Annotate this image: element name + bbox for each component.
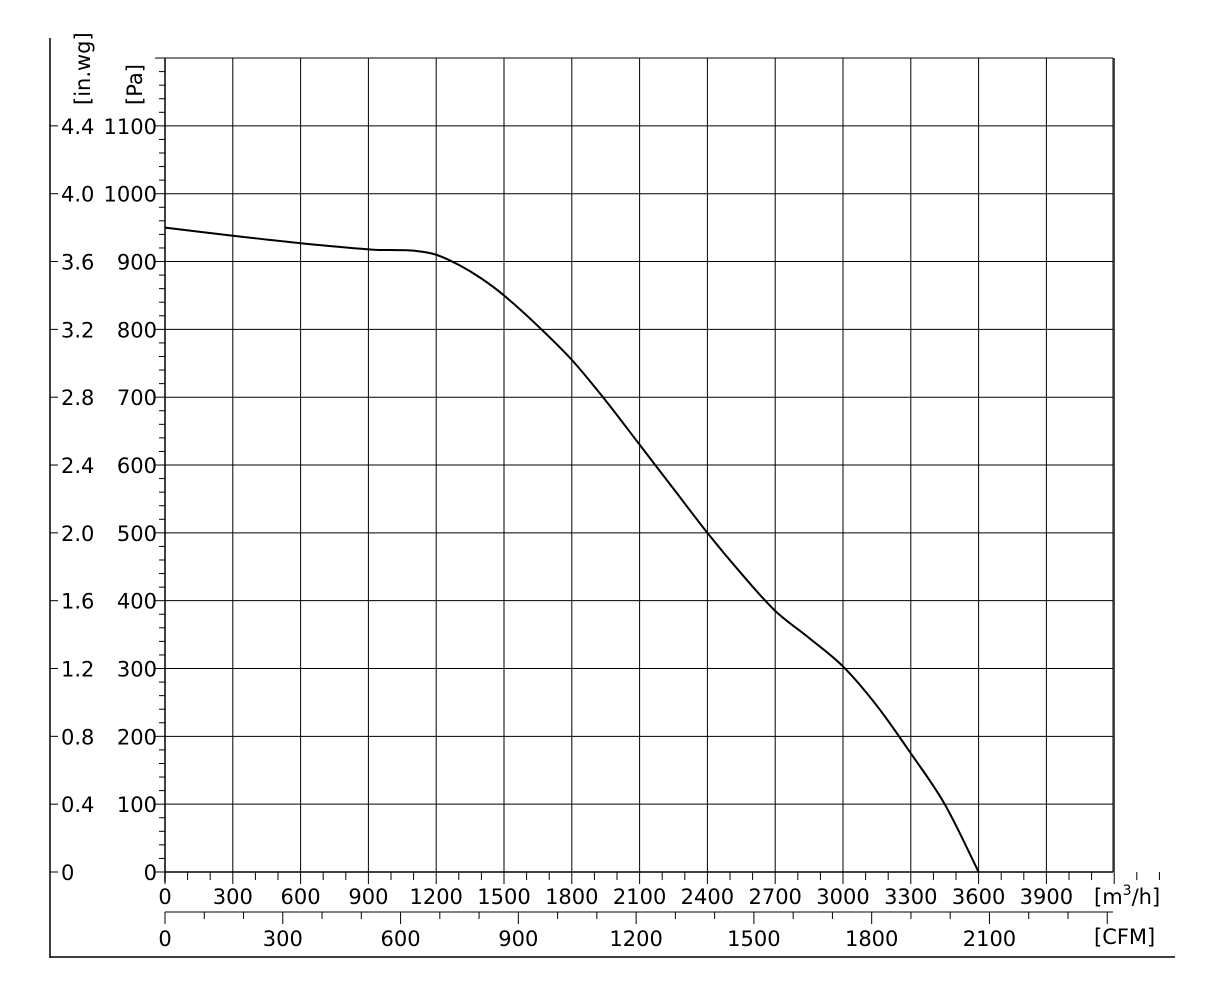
series-layer — [164, 226, 980, 873]
x-tick-label: 1800 — [545, 885, 598, 909]
pa-tick-label: 400 — [117, 590, 157, 614]
axes-frame — [49, 38, 1175, 958]
inwg-tick-label: 4.4 — [61, 115, 94, 139]
cfm-tick-label: 900 — [498, 927, 538, 951]
cfm-tick-label: 300 — [263, 927, 303, 951]
x-tick-label: 2100 — [613, 885, 666, 909]
x-tick-label: 3900 — [1020, 885, 1073, 909]
inwg-tick-label: 0.8 — [61, 725, 94, 749]
cfm-tick-label: 1200 — [609, 927, 662, 951]
y2-axis-unit: [in.wg] — [71, 32, 95, 105]
inwg-tick-label: 3.2 — [61, 318, 94, 342]
axis-ticks — [50, 57, 1160, 924]
x-tick-label: 1500 — [477, 885, 530, 909]
pa-tick-label: 1100 — [104, 115, 157, 139]
inwg-tick-label: 1.2 — [61, 658, 94, 682]
inwg-tick-label: 0.4 — [61, 793, 94, 817]
grid-lines — [165, 57, 1115, 872]
cfm-tick-label: 1800 — [845, 927, 898, 951]
x-tick-label: 3300 — [884, 885, 937, 909]
pa-tick-label: 900 — [117, 251, 157, 275]
x-tick-label: 3000 — [816, 885, 869, 909]
y-axis-unit: [Pa] — [123, 64, 147, 105]
inwg-tick-label: 2.8 — [61, 386, 94, 410]
x-tick-label: 300 — [213, 885, 253, 909]
x-tick-label: 900 — [348, 885, 388, 909]
x-unit-sup: 3 — [1123, 883, 1132, 899]
cfm-tick-label: 600 — [381, 927, 421, 951]
cfm-tick-label: 0 — [158, 927, 171, 951]
x-tick-label: 2700 — [748, 885, 801, 909]
inwg-tick-label: 3.6 — [61, 251, 94, 275]
inwg-tick-label: 2.0 — [61, 522, 94, 546]
pa-tick-label: 100 — [117, 793, 157, 817]
x-unit-tail: /h] — [1132, 885, 1161, 909]
x-unit-base: [m — [1094, 885, 1123, 909]
cfm-tick-label: 1500 — [727, 927, 780, 951]
inwg-tick-label: 0 — [61, 861, 74, 885]
cfm-tick-label: 2100 — [963, 927, 1016, 951]
pa-tick-label: 200 — [117, 725, 157, 749]
tick-labels: 0 300 600 900 1200 1500 1800 2100 2400 2700 3000 33… — [61, 115, 1073, 951]
pa-tick-label: 800 — [117, 318, 157, 342]
x-tick-label: 2400 — [681, 885, 734, 909]
pa-tick-label: 300 — [117, 658, 157, 682]
x-tick-label: 3600 — [952, 885, 1005, 909]
pa-tick-label: 500 — [117, 522, 157, 546]
inwg-tick-label: 2.4 — [61, 454, 94, 478]
pa-tick-label: 600 — [117, 454, 157, 478]
x-axis-unit: [m3/h] — [1094, 883, 1160, 909]
pa-tick-label: 1000 — [104, 183, 157, 207]
pa-tick-label: 700 — [117, 386, 157, 410]
inwg-tick-label: 4.0 — [61, 183, 94, 207]
inwg-tick-label: 1.6 — [61, 590, 94, 614]
x-tick-label: 0 — [158, 885, 171, 909]
x-tick-label: 600 — [281, 885, 321, 909]
series-line — [164, 226, 980, 873]
x-tick-label: 1200 — [409, 885, 462, 909]
pa-tick-label: 0 — [144, 861, 157, 885]
x2-axis-unit: [CFM] — [1094, 925, 1155, 949]
